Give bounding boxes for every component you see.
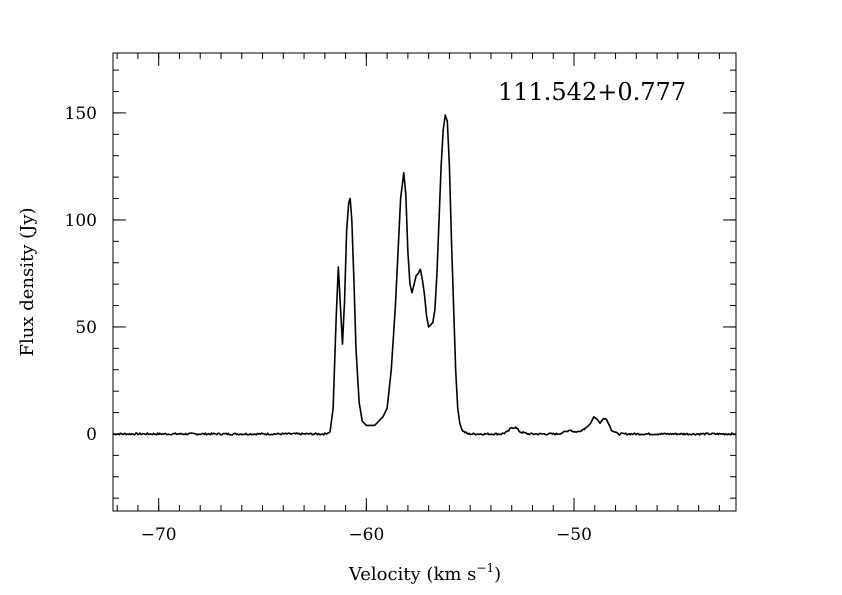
y-tick-label: 0 xyxy=(86,425,97,445)
x-axis-label-suffix: ) xyxy=(494,564,501,585)
x-axis-label-exponent: −1 xyxy=(476,561,494,575)
x-tick-label: −50 xyxy=(556,525,592,545)
axis-ticks xyxy=(113,53,736,511)
x-axis-label: Velocity (km s−1) xyxy=(348,561,501,585)
y-tick-label: 150 xyxy=(65,104,97,124)
plot-frame xyxy=(112,52,737,512)
y-tick-label: 50 xyxy=(75,318,97,338)
y-axis-label: Flux density (Jy) xyxy=(17,207,38,356)
x-tick-label: −70 xyxy=(141,525,177,545)
x-axis-label-text: Velocity (km s xyxy=(348,564,477,585)
source-annotation: 111.542+0.777 xyxy=(498,78,686,106)
spectrum-line xyxy=(112,114,737,436)
y-tick-label: 100 xyxy=(65,211,97,231)
axis-tick-labels: −70 −60 −50 0 50 100 150 xyxy=(65,104,592,545)
x-tick-label: −60 xyxy=(348,525,384,545)
